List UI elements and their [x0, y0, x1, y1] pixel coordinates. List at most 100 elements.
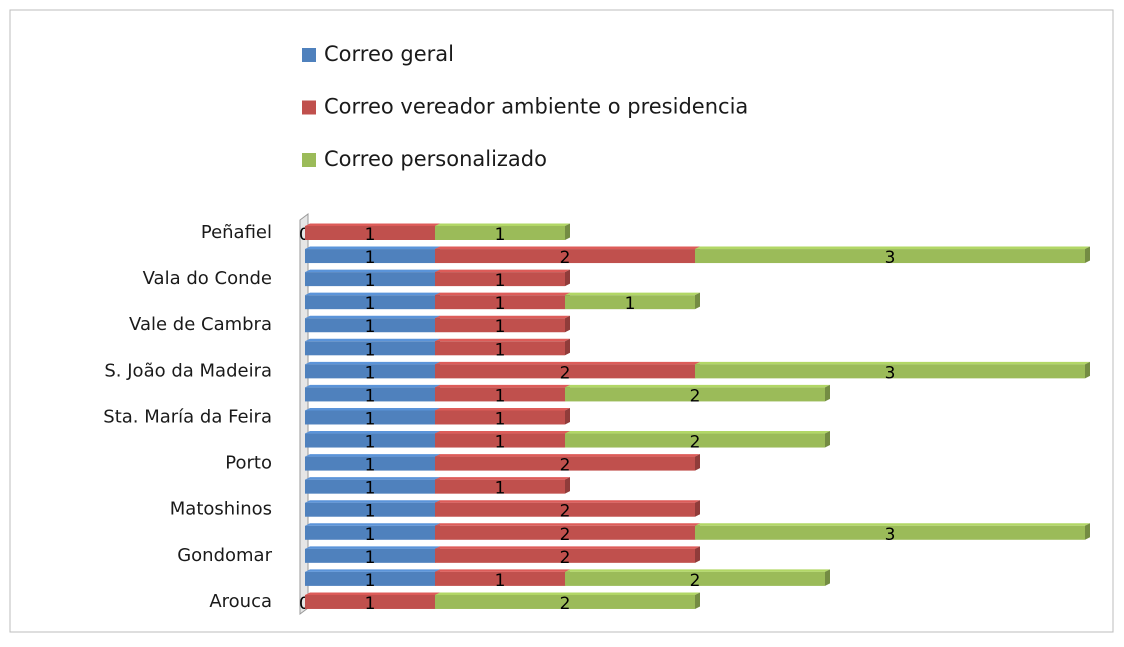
bar-side	[565, 269, 570, 287]
data-label: 0	[299, 594, 310, 614]
data-label: 1	[365, 433, 376, 453]
category-label: Porto	[225, 453, 272, 474]
bar	[435, 318, 565, 333]
data-label: 1	[365, 479, 376, 499]
bar	[435, 249, 695, 264]
bar-side	[695, 592, 700, 609]
bar	[435, 594, 695, 609]
bar-top	[435, 292, 570, 296]
bar	[435, 548, 695, 563]
bar-top	[565, 569, 830, 572]
bar-side	[1085, 361, 1090, 379]
bar	[305, 272, 435, 287]
bar-top	[695, 523, 1090, 526]
bar	[435, 502, 695, 517]
data-label: 1	[495, 271, 506, 291]
bar	[435, 410, 565, 425]
bar	[305, 433, 435, 448]
data-label: 1	[495, 479, 506, 499]
bar-side	[565, 338, 570, 356]
bar-top	[305, 523, 440, 526]
bar	[305, 502, 435, 517]
data-label: 1	[365, 594, 376, 614]
data-label: 2	[690, 433, 701, 453]
bar-top	[435, 523, 700, 526]
bar	[305, 249, 435, 264]
bar-side	[565, 315, 570, 333]
bar-top	[305, 269, 440, 273]
bar	[305, 295, 435, 310]
bar-top	[305, 592, 440, 595]
bar	[435, 387, 565, 402]
bar	[565, 295, 695, 310]
bar-top	[695, 246, 1090, 250]
bar-side	[695, 546, 700, 563]
legend-label: Correo personalizado	[324, 147, 547, 171]
bar-side	[1085, 246, 1090, 264]
bar	[305, 341, 435, 356]
bar-top	[305, 500, 440, 503]
data-label: 1	[365, 248, 376, 268]
data-label: 2	[560, 456, 571, 476]
data-label: 1	[625, 294, 636, 314]
bar	[695, 364, 1085, 379]
bar	[565, 387, 825, 402]
bar	[305, 479, 435, 494]
category-label: Vala do Conde	[143, 268, 272, 289]
data-label: 1	[495, 386, 506, 406]
bar	[305, 594, 435, 609]
data-label: 1	[365, 225, 376, 245]
bar-top	[435, 592, 700, 595]
data-label: 2	[560, 363, 571, 383]
bar-side	[695, 500, 700, 517]
bar-top	[305, 546, 440, 549]
legend-label: Correo vereador ambiente o presidencia	[324, 95, 748, 119]
bar-top	[435, 246, 700, 250]
legend-label: Correo geral	[324, 42, 454, 66]
data-label: 1	[365, 502, 376, 522]
bar	[435, 364, 695, 379]
data-label: 1	[365, 548, 376, 568]
bar-top	[565, 384, 830, 388]
bar	[305, 226, 435, 240]
bar	[305, 318, 435, 333]
data-label: 2	[560, 248, 571, 268]
bar	[435, 525, 695, 540]
data-label: 2	[560, 502, 571, 522]
data-label: 1	[365, 294, 376, 314]
bar-top	[435, 361, 700, 365]
category-label: Arouca	[209, 591, 272, 612]
bar-top	[305, 361, 440, 365]
bar-top	[305, 431, 440, 434]
bar-top	[565, 431, 830, 434]
bar	[435, 479, 565, 494]
bar-top	[305, 292, 440, 296]
bar-top	[435, 315, 570, 319]
category-label: S. João da Madeira	[104, 360, 272, 381]
bar-side	[565, 223, 570, 240]
data-label: 1	[495, 409, 506, 429]
bar	[305, 571, 435, 586]
bar-side	[825, 569, 830, 586]
bar	[435, 456, 695, 471]
bar-top	[435, 384, 570, 388]
bar-top	[305, 477, 440, 480]
category-label: Matoshinos	[170, 499, 272, 520]
data-label: 1	[365, 571, 376, 591]
bar-top	[435, 407, 570, 411]
bar	[435, 341, 565, 356]
category-label: Vale de Cambra	[129, 314, 272, 335]
data-label: 2	[690, 386, 701, 406]
category-label: Peñafiel	[201, 222, 272, 243]
bar-top	[435, 454, 700, 457]
bar	[565, 433, 825, 448]
bar	[695, 249, 1085, 264]
bar-top	[435, 500, 700, 503]
data-label: 1	[365, 271, 376, 291]
legend-swatch	[302, 48, 316, 62]
bar-side	[825, 384, 830, 402]
bar	[305, 525, 435, 540]
bar-top	[435, 223, 570, 226]
data-label: 1	[495, 317, 506, 337]
bar	[435, 433, 565, 448]
